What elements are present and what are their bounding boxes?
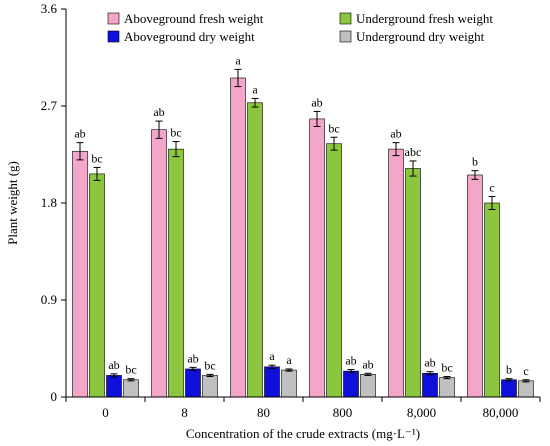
significance-label: ab (390, 127, 401, 141)
legend-label: Underground fresh weight (356, 11, 493, 26)
x-tick-label: 8 (181, 405, 188, 420)
legend-label: Underground dry weight (356, 29, 485, 44)
bar (264, 366, 280, 398)
bar (405, 168, 421, 398)
bar (230, 77, 246, 398)
significance-label: ab (153, 105, 164, 119)
x-tick-label: 8,000 (407, 405, 436, 420)
legend-label: Aboveground dry weight (124, 29, 255, 44)
y-tick-label: 2.7 (41, 98, 58, 113)
bar (484, 202, 500, 398)
significance-label: a (286, 353, 292, 367)
bar (106, 375, 122, 398)
significance-label: c (489, 181, 494, 195)
y-tick-label: 0 (51, 389, 58, 404)
bar (72, 150, 88, 398)
significance-label: ab (108, 358, 119, 372)
legend-swatch (339, 30, 352, 43)
significance-label: ab (362, 357, 373, 371)
bar (185, 368, 201, 398)
significance-label: bc (441, 361, 452, 375)
significance-label: bc (170, 126, 181, 140)
bar (151, 129, 167, 398)
significance-label: abc (405, 145, 422, 159)
legend-swatch (107, 12, 120, 25)
significance-label: b (472, 155, 478, 169)
x-tick-label: 800 (333, 405, 353, 420)
bar (501, 379, 517, 398)
y-tick-label: 0.9 (41, 292, 57, 307)
bars-group (72, 77, 534, 398)
x-tick-label: 0 (102, 405, 109, 420)
y-tick-label: 1.8 (41, 195, 57, 210)
x-tick-label: 80,000 (483, 405, 519, 420)
bar (388, 148, 404, 398)
bar (202, 375, 218, 398)
bar (123, 379, 139, 398)
bar (281, 369, 297, 398)
y-tick-label: 3.6 (41, 1, 58, 16)
bar (89, 173, 105, 398)
legend-swatch (339, 12, 352, 25)
significance-label: bc (204, 358, 215, 372)
significance-label: bc (328, 121, 339, 135)
significance-label: ab (187, 351, 198, 365)
bar (326, 143, 342, 398)
legend-label: Aboveground fresh weight (124, 11, 264, 26)
x-ticks-group: 0 8 80 800 8,000 80,000 (65, 397, 541, 420)
significance-label: a (252, 82, 258, 96)
legend-swatch (107, 30, 120, 43)
bar (168, 148, 184, 398)
significance-label: c (523, 364, 528, 378)
significance-label: bc (125, 363, 136, 377)
significance-label: a (269, 349, 275, 363)
x-tick-label: 80 (257, 405, 270, 420)
bar (467, 174, 483, 398)
bar (247, 102, 263, 398)
significance-label: a (235, 53, 241, 67)
legend: Aboveground fresh weight Underground fres… (107, 11, 493, 44)
significance-label: bc (91, 151, 102, 165)
bar (439, 377, 455, 398)
bar (360, 374, 376, 398)
significance-label: ab (311, 95, 322, 109)
significance-label: b (506, 363, 512, 377)
bar (422, 372, 438, 398)
significance-label: ab (345, 354, 356, 368)
y-ticks-group: 0 0.9 1.8 2.7 3.6 (41, 1, 66, 404)
significance-label: ab (424, 356, 435, 370)
y-axis-title: Plant weight (g) (5, 161, 20, 245)
error-bars-group (76, 68, 530, 383)
x-axis-title: Concentration of the crude extracts (mg·… (186, 426, 420, 441)
bar (309, 118, 325, 398)
bar (343, 370, 359, 398)
significance-label: ab (74, 127, 85, 141)
bar (518, 380, 534, 398)
